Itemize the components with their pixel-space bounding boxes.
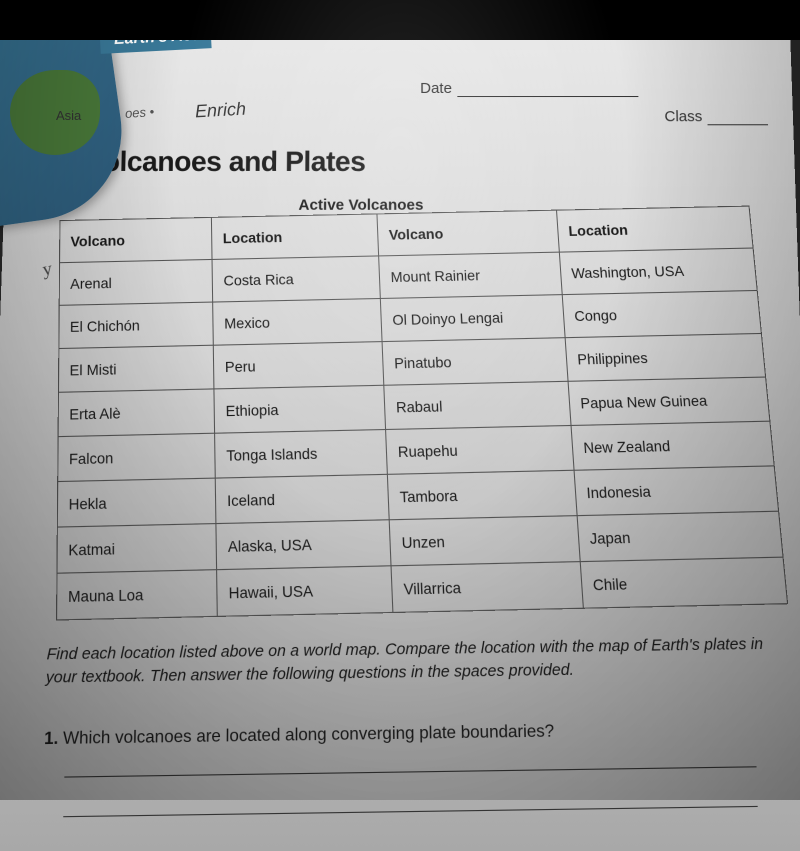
table-cell: Katmai bbox=[57, 524, 217, 574]
table-cell: Erta Alè bbox=[58, 389, 215, 437]
date-field: Date bbox=[420, 80, 638, 97]
header-location-2: Location bbox=[556, 206, 753, 252]
table-cell: New Zealand bbox=[571, 421, 774, 470]
answer-blank-line-2 bbox=[63, 806, 757, 817]
table-cell: El Misti bbox=[58, 345, 214, 392]
table-cell: Mount Rainier bbox=[379, 252, 562, 298]
table-cell: Congo bbox=[562, 290, 761, 337]
table-cell: Chile bbox=[580, 557, 787, 608]
table-cell: Arenal bbox=[59, 259, 213, 305]
table-cell: Hekla bbox=[57, 478, 216, 527]
table-cell: Unzen bbox=[390, 516, 581, 566]
table-cell: Ol Doinyo Lengai bbox=[381, 295, 565, 342]
map-green-region bbox=[10, 70, 100, 155]
class-blank-line bbox=[708, 124, 769, 125]
table-cell: Pinatubo bbox=[382, 338, 568, 386]
table-cell: Alaska, USA bbox=[216, 520, 391, 570]
asia-map-label: Asia bbox=[56, 108, 81, 123]
date-label: Date bbox=[420, 80, 452, 97]
table-cell: Indonesia bbox=[574, 466, 779, 516]
table-cell: Papua New Guinea bbox=[568, 377, 770, 425]
partial-text: oes • bbox=[125, 104, 155, 121]
question-1: 1. Which volcanoes are located along con… bbox=[44, 719, 772, 750]
table-cell: Villarrica bbox=[391, 562, 583, 613]
enrich-label: Enrich bbox=[194, 99, 246, 123]
top-black-bar bbox=[0, 0, 800, 40]
table-cell: Philippines bbox=[565, 333, 766, 381]
table-cell: Washington, USA bbox=[559, 248, 757, 295]
table-cell: Tambora bbox=[388, 470, 577, 519]
handwritten-check: y bbox=[41, 258, 53, 281]
table-title: Active Volcanoes bbox=[298, 196, 423, 213]
volcanoes-table: Volcano Location Volcano Location Arenal… bbox=[56, 206, 788, 621]
page-title: Volcanoes and Plates bbox=[86, 146, 365, 179]
volcanoes-table-container: Volcano Location Volcano Location Arenal… bbox=[56, 206, 788, 621]
table-cell: Costa Rica bbox=[212, 256, 380, 302]
header-volcano-2: Volcano bbox=[377, 210, 559, 256]
table-cell: Mauna Loa bbox=[57, 570, 218, 620]
table-cell: Iceland bbox=[216, 474, 390, 523]
answer-blank-line-1 bbox=[64, 766, 756, 777]
table-cell: Rabaul bbox=[384, 381, 571, 429]
question-number: 1. bbox=[44, 729, 59, 748]
table-cell: Hawaii, USA bbox=[217, 566, 393, 617]
question-text: Which volcanoes are located along conver… bbox=[63, 722, 555, 748]
table-cell: Falcon bbox=[58, 433, 216, 481]
table-cell: Mexico bbox=[213, 298, 382, 345]
date-blank-line bbox=[457, 96, 638, 97]
class-field: Class bbox=[664, 108, 768, 125]
table-cell: Tonga Islands bbox=[215, 429, 388, 478]
header-volcano-1: Volcano bbox=[60, 217, 213, 262]
header-location-1: Location bbox=[212, 214, 379, 260]
instructions-text: Find each location listed above on a wor… bbox=[45, 632, 770, 689]
table-cell: Ethiopia bbox=[214, 385, 386, 433]
table-cell: Japan bbox=[577, 511, 783, 561]
table-cell: El Chichón bbox=[59, 302, 214, 348]
table-cell: Ruapehu bbox=[386, 425, 574, 474]
table-cell: Peru bbox=[214, 342, 384, 389]
class-label: Class bbox=[664, 108, 702, 125]
worksheet-page: Date Class Volcanoes and Plates Active V… bbox=[0, 30, 800, 851]
